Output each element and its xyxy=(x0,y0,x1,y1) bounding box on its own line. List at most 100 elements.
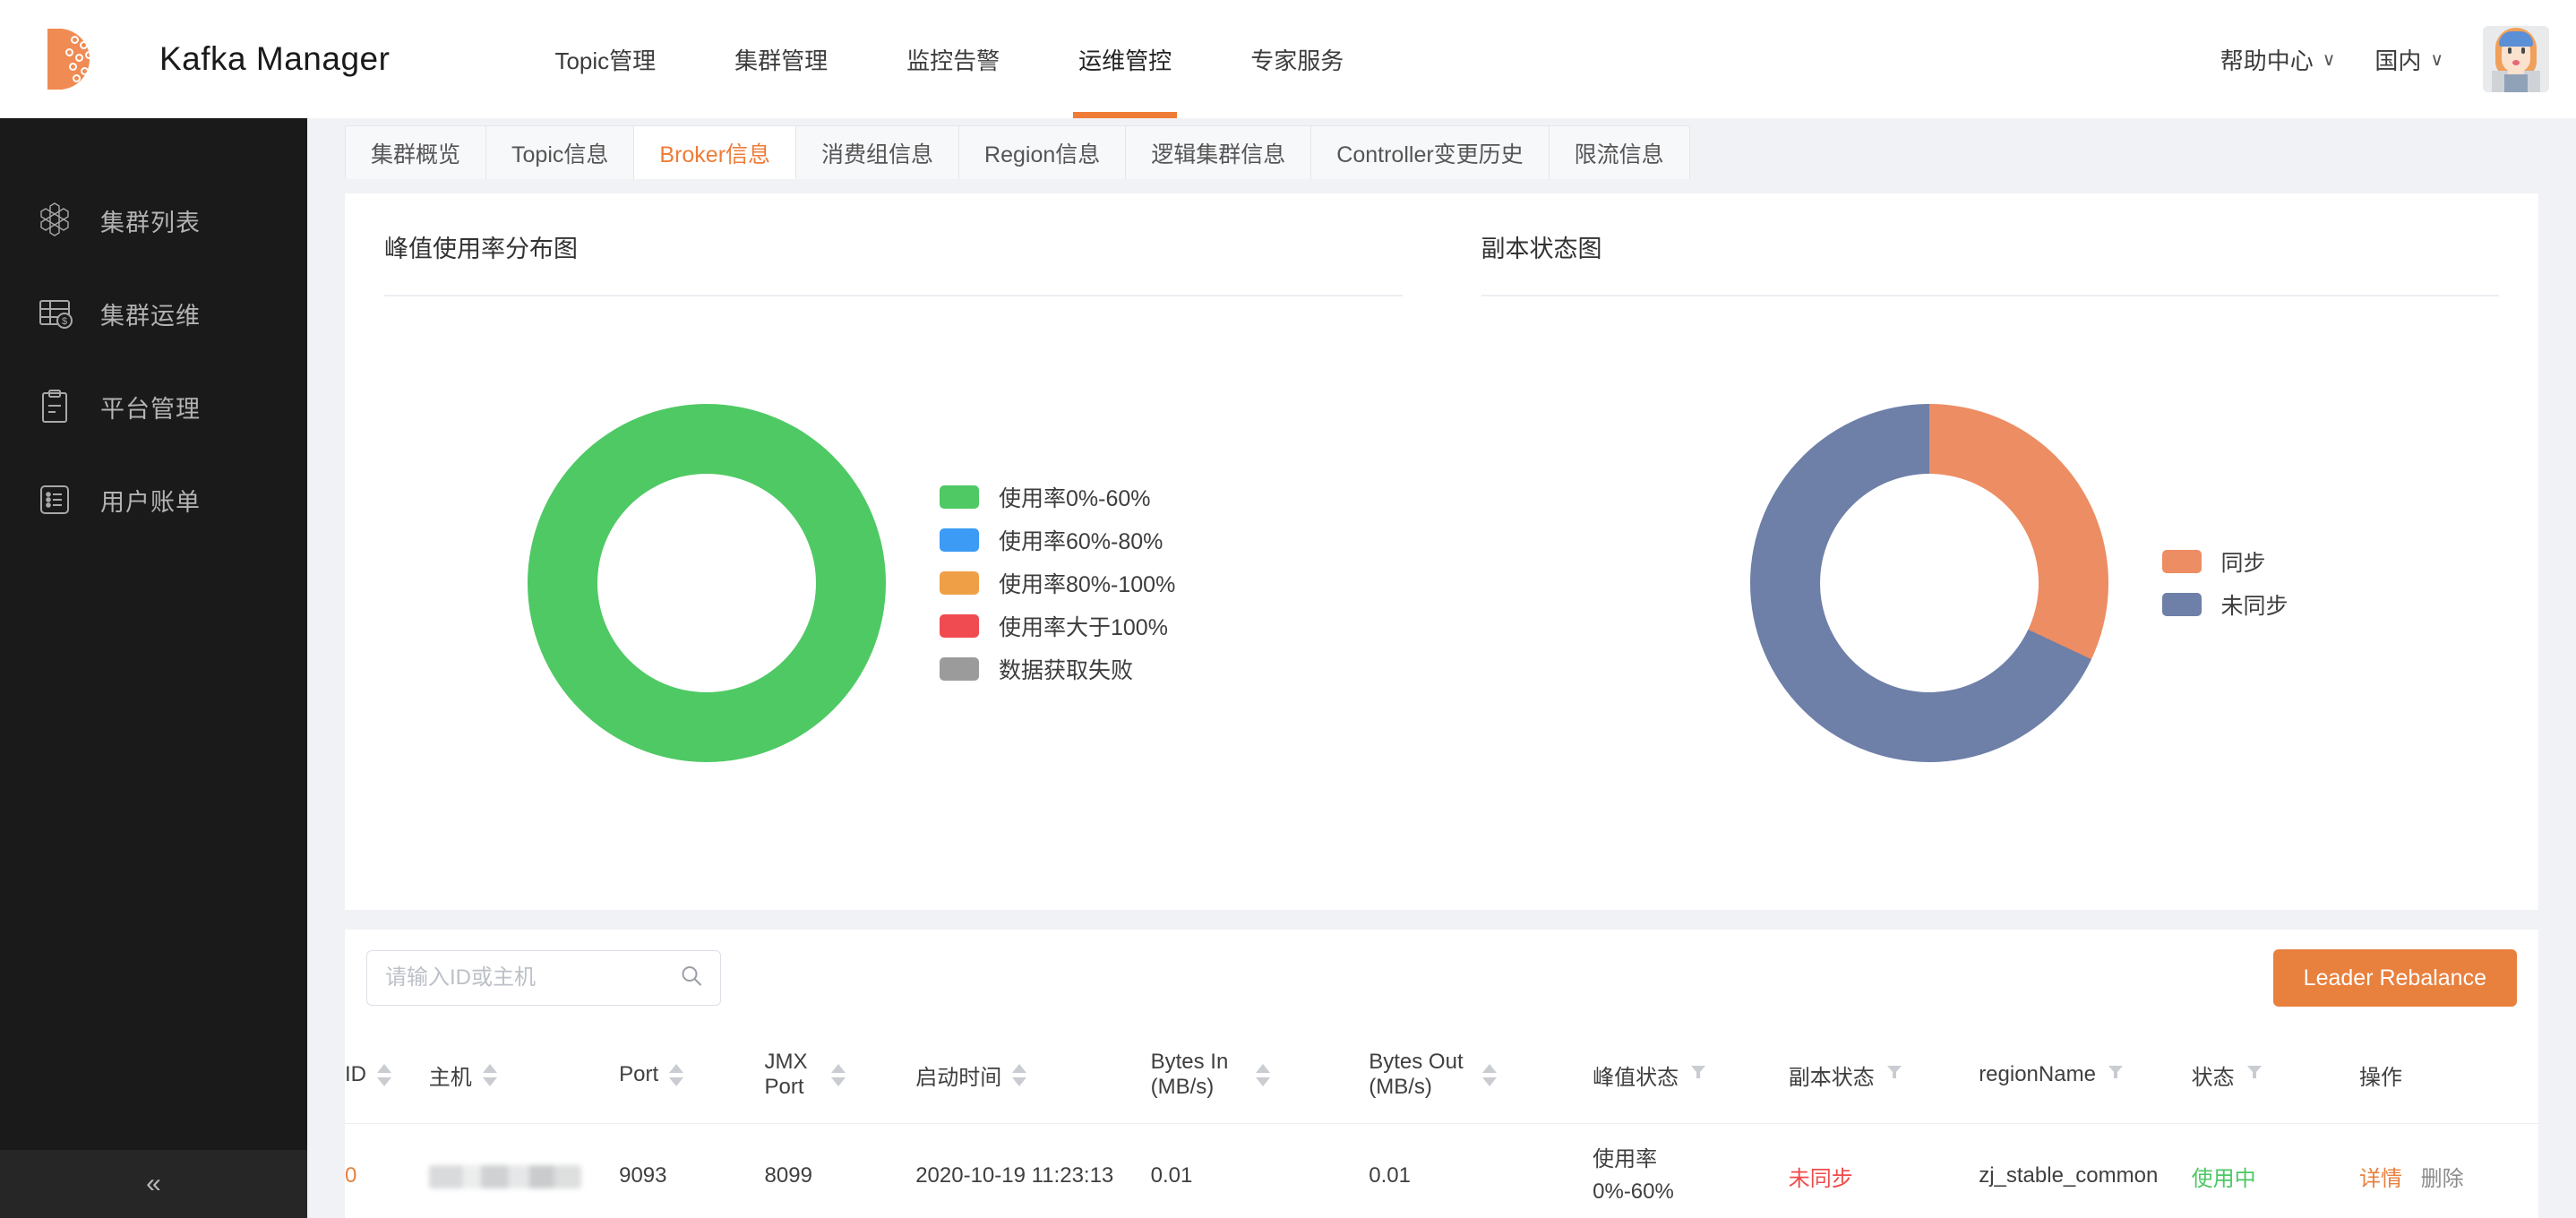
legend-item[interactable]: 使用率60%-80% xyxy=(940,519,1175,562)
legend-item[interactable]: 使用率0%-60% xyxy=(940,476,1175,519)
legend-item[interactable]: 使用率80%-100% xyxy=(940,562,1175,605)
peak-usage-chart: 峰值使用率分布图 使用率0%-60% 使用率60%-80% xyxy=(345,193,1442,910)
sidebar-item-cluster-ops[interactable]: $ 集群运维 xyxy=(0,270,307,356)
legend-swatch xyxy=(940,657,979,681)
cell-jmx-port: 8099 xyxy=(764,1123,916,1218)
help-center-menu[interactable]: 帮助中心 ∨ xyxy=(2220,43,2336,76)
sort-icon[interactable] xyxy=(1482,1063,1498,1086)
sort-icon[interactable] xyxy=(1012,1063,1027,1086)
tab-controller-history[interactable]: Controller变更历史 xyxy=(1310,125,1550,179)
legend-label: 数据获取失败 xyxy=(999,658,1134,683)
filter-icon[interactable] xyxy=(2107,1062,2125,1087)
col-bytes-in[interactable]: Bytes In (MB/s) xyxy=(1150,1026,1370,1124)
detail-link[interactable]: 详情 xyxy=(2359,1166,2402,1191)
search-icon[interactable] xyxy=(679,964,704,993)
legend-swatch xyxy=(2161,550,2202,573)
region-menu[interactable]: 国内 ∨ xyxy=(2374,43,2443,76)
replica-state-badge: 未同步 xyxy=(1788,1166,1853,1191)
tab-cluster-overview[interactable]: 集群概览 xyxy=(345,125,487,179)
top-header: Kafka Manager Topic管理 集群管理 监控告警 运维管控 专家服… xyxy=(0,0,2576,118)
sort-icon[interactable] xyxy=(482,1063,497,1086)
sidebar-item-label: 集群运维 xyxy=(100,302,201,330)
chart-title: 副本状态图 xyxy=(1481,236,1602,262)
legend-label: 使用率大于100% xyxy=(999,615,1168,640)
replica-state-legend: 同步 未同步 xyxy=(2161,540,2288,626)
filter-icon[interactable] xyxy=(1689,1062,1707,1087)
leader-rebalance-button[interactable]: Leader Rebalance xyxy=(2272,949,2517,1007)
cell-status: 使用中 xyxy=(2191,1123,2359,1218)
col-jmx-port[interactable]: JMX Port xyxy=(764,1026,916,1124)
nav-item-expert[interactable]: 专家服务 xyxy=(1250,47,1344,74)
col-label: 状态 xyxy=(2191,1065,2235,1090)
nav-item-cluster[interactable]: 集群管理 xyxy=(734,47,829,74)
broker-table: ID 主机 Port JMX Port xyxy=(345,1026,2538,1218)
charts-panel: 峰值使用率分布图 使用率0%-60% 使用率60%-80% xyxy=(345,193,2538,910)
legend-label: 使用率60%-80% xyxy=(999,529,1163,554)
tab-broker-info[interactable]: Broker信息 xyxy=(633,125,797,179)
chevron-down-icon: ∨ xyxy=(2430,49,2443,70)
legend-item[interactable]: 数据获取失败 xyxy=(940,648,1175,690)
divider xyxy=(384,295,1403,296)
table-toolbar: Leader Rebalance xyxy=(345,930,2538,1026)
main-content: 集群概览 Topic信息 Broker信息 消费组信息 Region信息 逻辑集… xyxy=(307,118,2576,1218)
legend-item[interactable]: 未同步 xyxy=(2161,583,2288,626)
filter-icon[interactable] xyxy=(1885,1062,1903,1087)
tab-throttle-info[interactable]: 限流信息 xyxy=(1548,125,1690,179)
col-host[interactable]: 主机 xyxy=(428,1026,620,1124)
help-center-label: 帮助中心 xyxy=(2220,47,2314,74)
delete-link[interactable]: 删除 xyxy=(2420,1166,2464,1191)
sidebar-item-platform-admin[interactable]: 平台管理 xyxy=(0,364,307,450)
replica-state-donut[interactable] xyxy=(1749,404,2108,762)
legend-label: 使用率80%-100% xyxy=(999,572,1176,597)
nav-item-ops[interactable]: 运维管控 xyxy=(1039,0,1211,118)
legend-item[interactable]: 同步 xyxy=(2161,540,2288,583)
kafka-logo-icon xyxy=(47,23,107,95)
col-label: 副本状态 xyxy=(1788,1065,1875,1090)
brand-logo[interactable] xyxy=(0,0,154,118)
col-label: Bytes In (MB/s) xyxy=(1150,1050,1229,1099)
cell-actions: 详情 删除 xyxy=(2359,1123,2538,1218)
cell-host xyxy=(428,1123,620,1218)
page-title: Kafka Manager xyxy=(159,40,391,77)
table-header-row: ID 主机 Port JMX Port xyxy=(345,1026,2538,1124)
legend-label: 未同步 xyxy=(2220,594,2288,619)
cell-port: 9093 xyxy=(619,1123,765,1218)
col-bytes-out[interactable]: Bytes Out (MB/s) xyxy=(1369,1026,1593,1124)
sidebar-item-cluster-list[interactable]: 集群列表 xyxy=(0,177,307,263)
sort-icon[interactable] xyxy=(1255,1063,1270,1086)
nav-item-topic[interactable]: Topic管理 xyxy=(554,47,657,74)
legend-swatch xyxy=(940,571,979,595)
sidebar-item-user-billing[interactable]: 用户账单 xyxy=(0,457,307,543)
sidebar-item-label: 集群列表 xyxy=(100,209,201,236)
legend-item[interactable]: 使用率大于100% xyxy=(940,605,1175,648)
col-id[interactable]: ID xyxy=(345,1026,429,1124)
filter-icon[interactable] xyxy=(2245,1062,2263,1087)
col-start-time[interactable]: 启动时间 xyxy=(915,1026,1151,1124)
col-peak-state[interactable]: 峰值状态 xyxy=(1593,1026,1789,1124)
legend-swatch xyxy=(940,614,979,638)
list-icon xyxy=(32,477,77,522)
search-input[interactable] xyxy=(385,965,672,991)
col-region-name[interactable]: regionName xyxy=(1979,1026,2192,1124)
tab-topic-info[interactable]: Topic信息 xyxy=(485,125,635,179)
tab-region-info[interactable]: Region信息 xyxy=(958,125,1127,179)
col-replica-state[interactable]: 副本状态 xyxy=(1788,1026,1979,1124)
col-port[interactable]: Port xyxy=(619,1026,765,1124)
table-row[interactable]: 0 9093 8099 2020-10-19 11:23:13 0.01 0.0… xyxy=(345,1123,2538,1218)
broker-id-link[interactable]: 0 xyxy=(345,1163,357,1188)
search-box[interactable] xyxy=(366,950,721,1006)
legend-swatch xyxy=(940,485,979,509)
sidebar-item-label: 平台管理 xyxy=(100,395,201,423)
tab-consumer-group-info[interactable]: 消费组信息 xyxy=(795,125,960,179)
nav-item-monitor[interactable]: 监控告警 xyxy=(906,47,1000,74)
sort-icon[interactable] xyxy=(830,1063,846,1086)
sort-icon[interactable] xyxy=(669,1063,684,1086)
sort-icon[interactable] xyxy=(377,1063,391,1086)
cell-peak-state: 使用率 0%-60% xyxy=(1593,1123,1789,1218)
avatar[interactable] xyxy=(2483,26,2549,92)
col-label: 主机 xyxy=(428,1065,472,1090)
sidebar-collapse-button[interactable]: « xyxy=(0,1150,307,1218)
col-status[interactable]: 状态 xyxy=(2191,1026,2359,1124)
peak-usage-donut[interactable] xyxy=(528,404,886,762)
tab-logical-cluster-info[interactable]: 逻辑集群信息 xyxy=(1125,125,1312,179)
